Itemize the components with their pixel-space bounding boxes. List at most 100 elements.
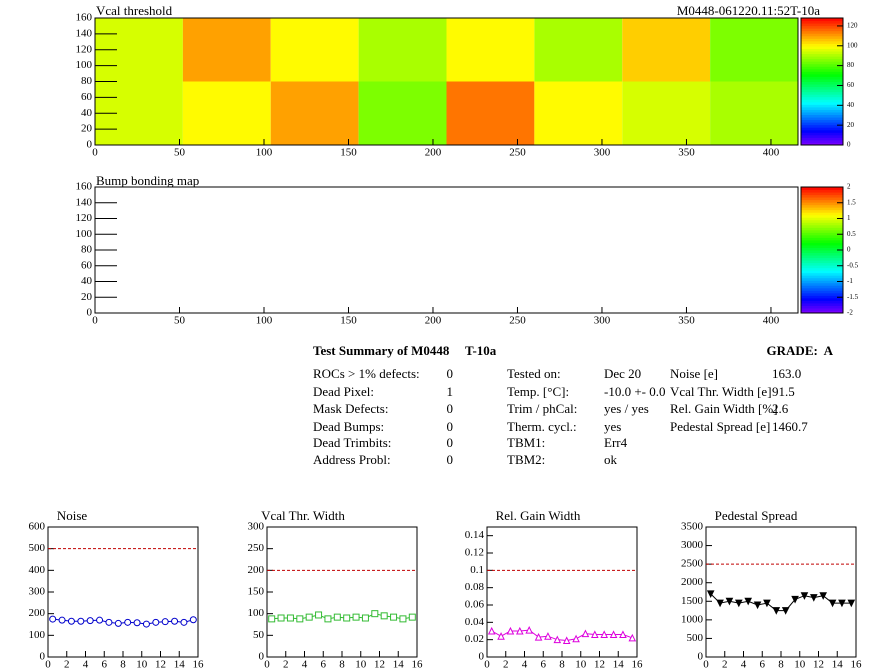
- y-tick-label: 100: [76, 228, 93, 240]
- x-tick-label: 400: [763, 147, 780, 159]
- x-tick-label: 200: [425, 147, 442, 159]
- x-tick-label: 100: [256, 147, 273, 159]
- palette-step: [801, 270, 843, 274]
- palette-step: [801, 106, 843, 110]
- marker: [399, 615, 407, 623]
- y-tick-label: 300: [248, 521, 265, 533]
- y-tick-label: 40: [81, 275, 93, 287]
- y-tick-label: 200: [248, 564, 265, 576]
- summary-label: TBM1:: [507, 435, 546, 450]
- palette-step: [801, 109, 843, 113]
- y-tick-label: 100: [29, 629, 46, 641]
- palette-step: [801, 310, 843, 314]
- palette-step: [801, 71, 843, 75]
- palette-step: [801, 252, 843, 256]
- x-tick-label: 4: [302, 659, 308, 671]
- marker: [772, 607, 781, 615]
- x-tick-label: 10: [575, 659, 587, 671]
- x-tick-label: 0: [92, 147, 98, 159]
- series-line: [710, 593, 852, 612]
- marker: [371, 610, 379, 618]
- x-tick-label: 300: [594, 315, 611, 327]
- summary-label: TBM2:: [507, 452, 546, 467]
- y-tick-label: 1500: [681, 595, 704, 607]
- marker: [343, 614, 351, 622]
- palette-step: [801, 229, 843, 233]
- palette-step: [801, 272, 843, 276]
- y-tick-label: 500: [29, 542, 46, 554]
- palette-step: [801, 192, 843, 196]
- palette-step: [801, 45, 843, 49]
- palette-step: [801, 76, 843, 80]
- chart-title: Pedestal Spread: [715, 508, 798, 523]
- marker: [581, 629, 590, 638]
- y-tick-label: 80: [81, 75, 93, 87]
- marker: [268, 615, 276, 623]
- x-tick-label: 14: [174, 659, 186, 671]
- palette-step: [801, 137, 843, 141]
- palette-step: [801, 38, 843, 42]
- palette-step: [801, 124, 843, 128]
- palette-step: [801, 267, 843, 271]
- palette-step: [801, 91, 843, 95]
- z-tick-label: 100: [847, 41, 858, 49]
- marker: [735, 599, 743, 608]
- y-tick-label: 0: [40, 651, 46, 663]
- chart-title: Vcal threshold: [96, 3, 173, 18]
- summary-label: Temp. [°C]:: [507, 384, 570, 399]
- chart-title: Noise: [57, 508, 88, 523]
- y-tick-label: 1000: [681, 613, 704, 625]
- palette-step: [801, 244, 843, 248]
- palette-step: [801, 56, 843, 60]
- z-tick-label: 120: [847, 22, 858, 30]
- marker: [49, 615, 57, 623]
- x-tick-label: 12: [594, 659, 605, 671]
- marker: [628, 633, 637, 642]
- palette-step: [801, 247, 843, 251]
- palette-step: [801, 262, 843, 266]
- palette-step: [801, 86, 843, 90]
- heat-cell: [270, 81, 359, 145]
- palette-step: [801, 285, 843, 289]
- x-tick-label: 6: [102, 659, 108, 671]
- x-tick-label: 300: [594, 147, 611, 159]
- x-tick-label: 12: [374, 659, 385, 671]
- summary-label: Tested on:: [507, 366, 561, 381]
- palette-step: [801, 101, 843, 105]
- x-tick-label: 0: [484, 659, 490, 671]
- y-tick-label: 50: [253, 629, 265, 641]
- z-tick-label: -1: [847, 277, 853, 285]
- x-tick-label: 6: [321, 659, 327, 671]
- palette-step: [801, 250, 843, 254]
- summary-label: Noise [e]: [670, 366, 719, 381]
- marker: [315, 611, 323, 619]
- marker: [572, 634, 580, 643]
- marker: [800, 592, 809, 600]
- heat-cell: [534, 18, 623, 82]
- summary-value: ok: [604, 452, 617, 467]
- palette-step: [801, 232, 843, 236]
- heat-cell: [622, 18, 711, 82]
- palette-step: [801, 96, 843, 100]
- summary-label: Address Probl:: [313, 452, 391, 467]
- marker: [408, 613, 416, 621]
- series-line: [271, 613, 413, 620]
- palette-step: [801, 242, 843, 246]
- marker: [525, 626, 533, 634]
- y-tick-label: 200: [29, 607, 46, 619]
- heat-cell: [622, 81, 711, 145]
- palette-step: [801, 189, 843, 193]
- palette-step: [801, 18, 843, 22]
- palette-step: [801, 255, 843, 259]
- palette-step: [801, 53, 843, 57]
- heat-cell: [270, 18, 359, 82]
- plot-frame: [705, 526, 857, 658]
- palette-step: [801, 23, 843, 27]
- palette-step: [801, 30, 843, 34]
- y-tick-label: 300: [29, 586, 46, 598]
- y-tick-label: 400: [29, 564, 46, 576]
- heat-cell: [182, 18, 271, 82]
- summary-value: 0: [446, 401, 454, 416]
- heat-cell: [182, 81, 271, 145]
- heat-cell: [446, 81, 535, 145]
